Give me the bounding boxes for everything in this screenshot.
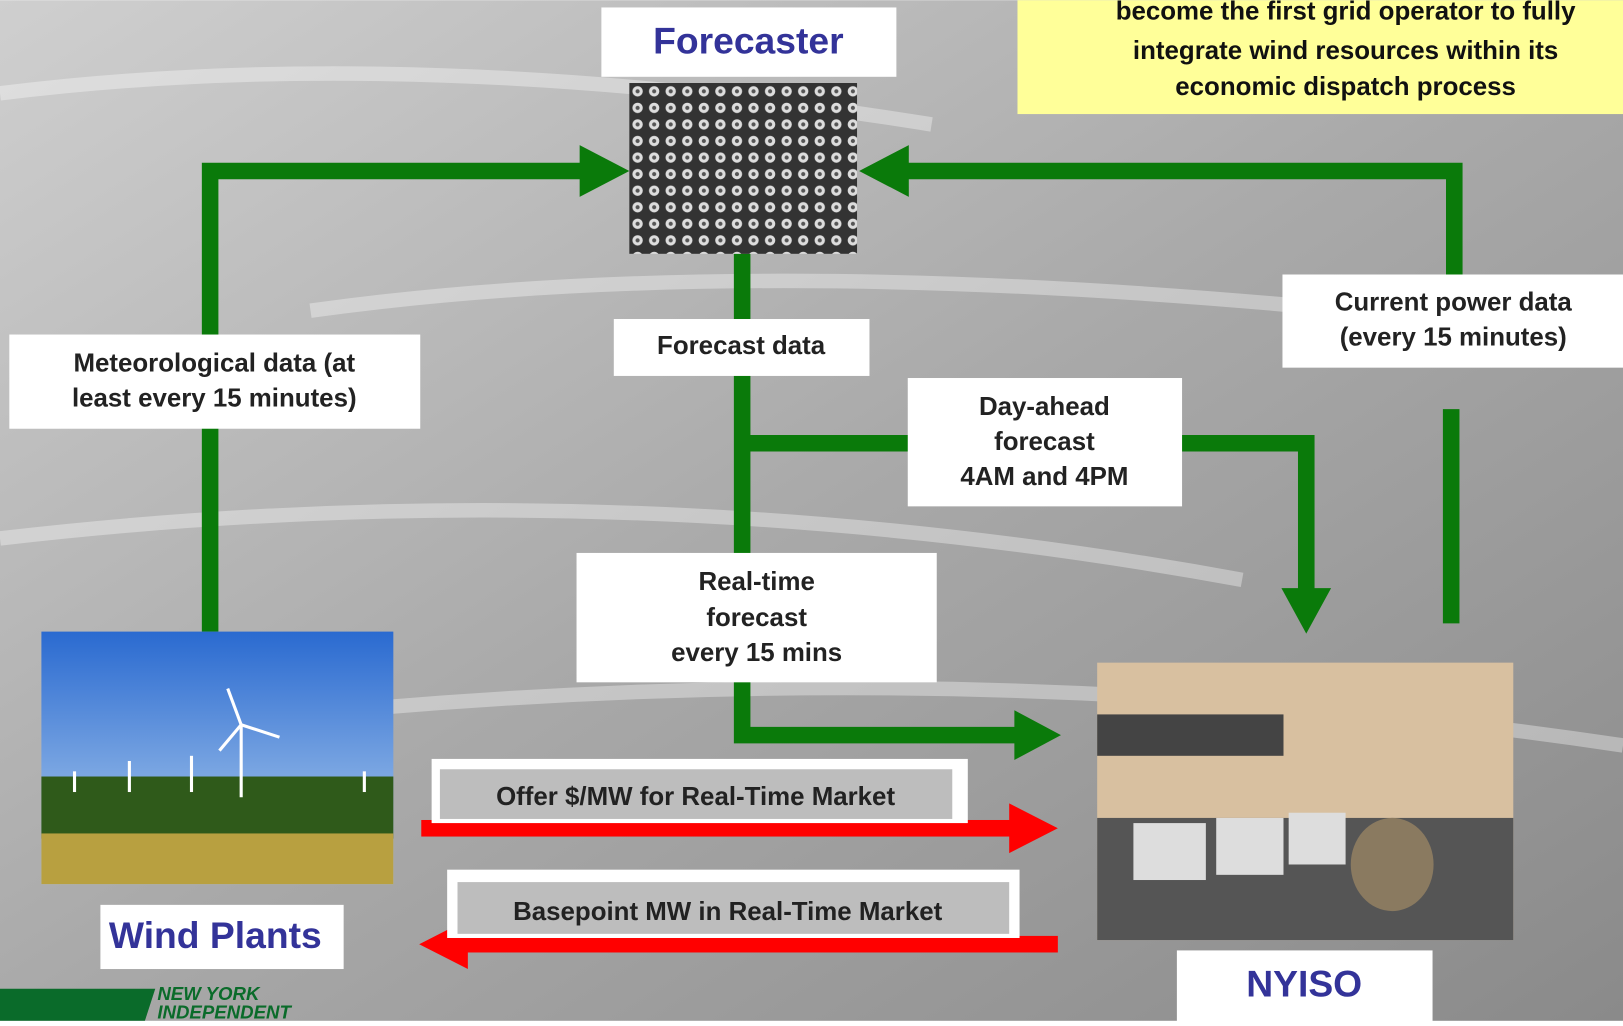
edge-label: Basepoint MW in Real-Time Market — [513, 898, 943, 926]
edge-label: (every 15 minutes) — [1340, 324, 1567, 352]
edge-label: Offer $/MW for Real-Time Market — [496, 783, 895, 811]
edge-label: Forecast data — [657, 332, 826, 360]
logo: NEW YORK INDEPENDENT — [0, 983, 292, 1021]
edge-label: Current power data — [1335, 288, 1573, 316]
note-line: economic dispatch process — [1175, 73, 1516, 101]
edge-label: Real-time — [698, 568, 814, 596]
edge-label: 4AM and 4PM — [960, 463, 1128, 491]
nyiso-image — [1097, 663, 1513, 940]
note-line: become the first grid operator to fully — [1116, 0, 1576, 25]
diagram: become the first grid operator to fully … — [0, 0, 1623, 1021]
wind-plants-image — [41, 632, 393, 885]
node-label: NYISO — [1246, 962, 1362, 1004]
edge-label: forecast — [994, 428, 1095, 456]
edge-label: every 15 mins — [671, 639, 842, 667]
page: {"note": {"lines": ["become the first gr… — [0, 0, 1623, 1021]
node-label: Wind Plants — [109, 914, 322, 956]
node-label: Forecaster — [653, 20, 844, 62]
edge-label: Day-ahead — [979, 393, 1110, 421]
edge-label: Meteorological data (at — [73, 349, 355, 377]
note-line: integrate wind resources within its — [1133, 37, 1558, 65]
logo-text: INDEPENDENT — [157, 1002, 292, 1021]
edge-label: least every 15 minutes) — [72, 385, 357, 413]
edge-label: forecast — [706, 604, 807, 632]
forecaster-image — [629, 83, 857, 254]
